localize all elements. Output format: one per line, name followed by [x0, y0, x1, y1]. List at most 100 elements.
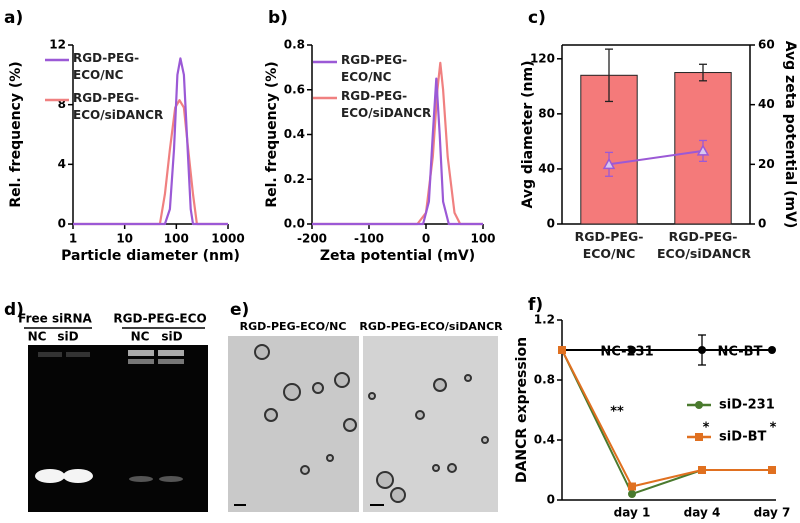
series-line: [312, 77, 483, 226]
gel-well: [128, 350, 154, 356]
y-tick-label: 0.2: [284, 172, 305, 186]
y2-axis-label: Avg zeta potential (mV): [782, 41, 798, 229]
y-axis-label: Rel. frequency (%): [8, 61, 24, 207]
gel-group-label: RGD-PEG-ECO: [113, 312, 206, 326]
x-tick-label: 1: [69, 232, 77, 246]
panel-label: b): [268, 8, 288, 28]
data-point: [698, 346, 706, 354]
y-axis-label: DANCR expression: [514, 337, 530, 483]
y-tick-label: 0.8: [284, 38, 305, 52]
annotation: *: [770, 421, 777, 436]
x-tick-label: day 7: [754, 506, 791, 520]
legend-marker: [695, 401, 703, 409]
series-line: [561, 349, 772, 488]
y-tick-label: 4: [58, 157, 66, 171]
legend-label: RGD-PEG-ECO/NC: [73, 51, 140, 82]
gel-band: [128, 359, 154, 364]
panel-label: d): [4, 300, 24, 320]
y-tick-label: 0.6: [284, 82, 305, 96]
series-line: [561, 349, 772, 495]
gel-panel: d) Free siRNA RGD-PEG-ECO NC siD NC siD: [4, 300, 208, 512]
tem-particles: [254, 344, 489, 503]
y-tick-label: 0: [547, 217, 555, 231]
series-line: [312, 61, 483, 226]
tem-panel: e) RGD-PEG-ECO/NC RGD-PEG-ECO/siDANCR: [228, 300, 503, 512]
x-tick-label: day 1: [614, 506, 651, 520]
y-tick-label: 12: [49, 38, 66, 52]
y-tick-label: 80: [538, 106, 555, 120]
x-tick-label: 0: [422, 232, 430, 246]
x-tick-label: day 4: [684, 506, 721, 520]
y2-tick-label: 20: [758, 157, 775, 171]
legend-label: RGD-PEG-ECO/NC: [341, 53, 408, 84]
data-point: [768, 346, 776, 354]
panel-label: f): [528, 295, 543, 315]
y-axis-label: Avg diameter (nm): [520, 60, 536, 208]
annotation: NC-231: [600, 345, 653, 360]
y-tick-label: 0.0: [284, 217, 305, 231]
lane-label: NC: [131, 330, 150, 344]
gel-group-label: Free siRNA: [18, 312, 92, 326]
gel-band: [158, 359, 184, 364]
y-tick-label: 0: [547, 493, 555, 507]
y-tick-label: 120: [530, 51, 555, 65]
gel-well: [158, 350, 184, 356]
series-line: [73, 99, 228, 226]
gel-image: [28, 345, 208, 512]
x-tick-label: 10: [116, 232, 133, 246]
data-point: [628, 490, 636, 498]
data-point: [768, 466, 776, 474]
legend-marker: [695, 433, 703, 441]
annotation: NC-BT: [718, 345, 763, 360]
x-tick-label: -100: [354, 232, 384, 246]
panel-label: e): [230, 300, 249, 320]
panel-label: a): [4, 8, 23, 28]
x-axis-label: Zeta potential (mV): [320, 248, 475, 264]
x-axis-label: Particle diameter (nm): [61, 248, 240, 264]
data-point: [602, 157, 616, 170]
series-line: [608, 149, 704, 166]
legend-label: siD-BT: [719, 430, 767, 445]
y-axis-label: Rel. frequency (%): [264, 61, 280, 207]
legend-label: RGD-PEG-ECO/siDANCR: [73, 91, 164, 122]
panel-label: c): [528, 8, 546, 28]
series-line: [73, 57, 228, 226]
y-tick-label: 1.2: [534, 313, 555, 327]
gel-band: [159, 476, 183, 482]
tem-image: [228, 336, 359, 512]
y2-tick-label: 60: [758, 38, 775, 52]
x-tick-label: 1000: [211, 232, 244, 246]
y-tick-label: 0.8: [534, 373, 555, 387]
x-tick-label: 100: [470, 232, 495, 246]
y2-tick-label: 40: [758, 97, 775, 111]
gel-well: [66, 352, 90, 357]
gel-band: [35, 469, 65, 483]
data-point: [628, 346, 636, 354]
y-tick-label: 0.4: [534, 433, 555, 447]
y-tick-label: 0: [58, 217, 66, 231]
legend-label: siD-231: [719, 398, 775, 413]
y-tick-label: 40: [538, 161, 555, 175]
gel-band: [63, 469, 93, 483]
data-point: [558, 346, 566, 354]
data-point: [698, 466, 706, 474]
data-point: [628, 482, 636, 491]
x-tick-label: RGD-PEG-ECO/siDANCR: [657, 229, 751, 261]
data-point: [696, 144, 710, 156]
image-label: RGD-PEG-ECO/NC: [240, 320, 347, 333]
legend-label: RGD-PEG-ECO/siDANCR: [341, 89, 432, 120]
lane-label: NC: [28, 330, 47, 344]
annotation: *: [703, 421, 710, 436]
lane-label: siD: [57, 330, 78, 344]
x-tick-label: 100: [164, 232, 189, 246]
x-tick-label: -200: [297, 232, 327, 246]
gel-well: [38, 352, 62, 357]
y2-tick-label: 0: [758, 217, 766, 231]
x-tick-label: RGD-PEG-ECO/NC: [574, 229, 644, 261]
image-label: RGD-PEG-ECO/siDANCR: [359, 320, 503, 333]
lane-label: siD: [161, 330, 182, 344]
annotation: **: [610, 405, 624, 420]
y-tick-label: 8: [58, 97, 66, 111]
